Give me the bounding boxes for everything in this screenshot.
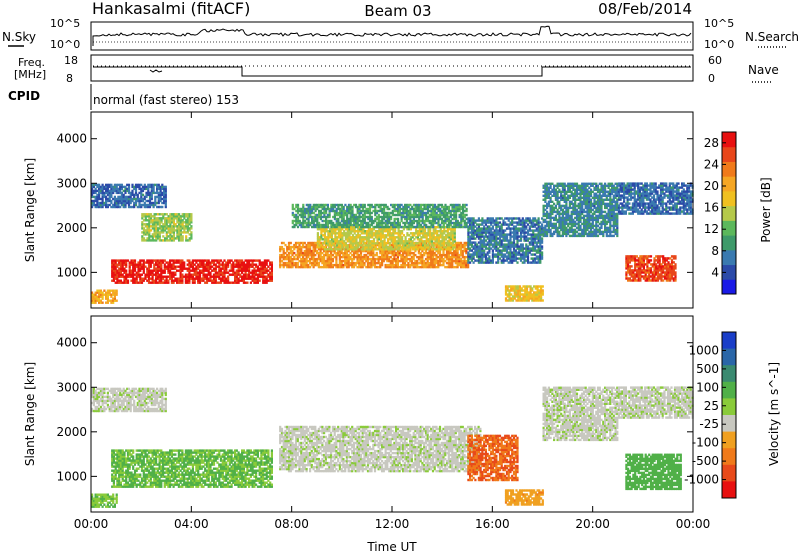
echo-cell <box>283 248 285 250</box>
echo-cell <box>102 198 104 200</box>
echo-cell <box>473 217 475 219</box>
noise-tick-bottom-right: 10^0 <box>704 38 734 51</box>
freq-trace <box>93 67 691 76</box>
nave-tick-top: 60 <box>708 54 722 67</box>
echo-cell <box>246 282 248 284</box>
noise-right-label: N.Search <box>745 30 799 44</box>
freq-tick-bottom: 8 <box>66 72 73 85</box>
echo-cell <box>397 218 399 220</box>
echo-cell <box>182 235 184 237</box>
echo-cell <box>271 264 273 266</box>
freq-tick-top: 18 <box>64 54 78 67</box>
echo-cell <box>114 196 116 198</box>
echo-cell <box>371 216 373 218</box>
echo-cell <box>488 255 490 257</box>
echo-cell <box>481 217 483 219</box>
echo-cell <box>150 264 152 266</box>
echo-cell <box>151 198 153 200</box>
echo-cell <box>125 270 127 272</box>
echo-cell <box>297 204 299 206</box>
echo-cell <box>127 280 129 282</box>
echo-cell <box>364 204 366 206</box>
echo-cell <box>134 259 136 261</box>
echo-cell <box>331 248 333 250</box>
echo-cell <box>317 232 319 234</box>
nave-tick-bottom: 0 <box>708 72 715 85</box>
echo-cell <box>347 244 349 246</box>
echo-cell <box>183 261 185 263</box>
echo-cell <box>160 264 162 266</box>
echo-cell <box>501 217 503 219</box>
echo-cell <box>324 232 326 234</box>
echo-cell <box>190 231 192 233</box>
echo-cell <box>492 217 494 219</box>
echo-cell <box>271 261 273 263</box>
echo-cell <box>522 217 524 219</box>
echo-cell <box>466 208 468 210</box>
echo-cell <box>518 217 520 219</box>
noise-tick-bottom-left: 10^0 <box>50 38 80 51</box>
echo-cell <box>376 252 378 254</box>
freq-panel: Freq. [MHz] 18 8 60 0 Nave <box>14 54 779 85</box>
nave-label: Nave <box>748 63 779 77</box>
noise-left-label: N.Sky <box>2 30 36 44</box>
echo-cell <box>161 206 163 208</box>
echo-cell <box>165 186 167 188</box>
echo-cell <box>466 204 468 206</box>
echo-cell <box>190 227 192 229</box>
power-echo-cells <box>91 182 694 304</box>
noise-tick-top-left: 10^5 <box>50 17 80 30</box>
echo-cell <box>183 264 185 266</box>
echo-cell <box>478 217 480 219</box>
echo-cell <box>304 242 306 244</box>
echo-cell <box>227 264 229 266</box>
cpid-text: normal (fast stereo) 153 <box>93 93 239 107</box>
echo-cell <box>128 184 130 186</box>
echo-cell <box>327 204 329 206</box>
echo-cell <box>454 232 456 234</box>
echo-cell <box>460 242 462 244</box>
echo-cell <box>388 208 390 210</box>
station-title: Hankasalmi (fitACF) <box>92 0 250 18</box>
echo-cell <box>190 213 192 215</box>
noise-panel: N.Sky 10^5 10^0 10^5 10^0 N.Search <box>2 17 799 51</box>
echo-cell <box>522 243 524 245</box>
echo-cell <box>259 280 261 282</box>
echo-cell <box>292 204 294 206</box>
beam-title: Beam 03 <box>364 2 431 20</box>
echo-cell <box>283 242 285 244</box>
echo-cell <box>290 242 292 244</box>
noise-sky-trace <box>93 26 691 46</box>
echo-cell <box>154 198 156 200</box>
freq-label-2: [MHz] <box>14 68 46 81</box>
echo-cell <box>302 204 304 206</box>
echo-cell <box>190 225 192 227</box>
echo-cell <box>466 214 468 216</box>
echo-cell <box>454 244 456 246</box>
echo-cell <box>516 261 518 263</box>
echo-cell <box>125 264 127 266</box>
noise-tick-top-right: 10^5 <box>704 17 734 30</box>
date-title: 08/Feb/2014 <box>598 0 692 18</box>
echo-cell <box>185 235 187 237</box>
cpid-label: CPID <box>8 89 40 103</box>
echo-cell <box>165 198 167 200</box>
freq-glitch <box>150 70 162 72</box>
